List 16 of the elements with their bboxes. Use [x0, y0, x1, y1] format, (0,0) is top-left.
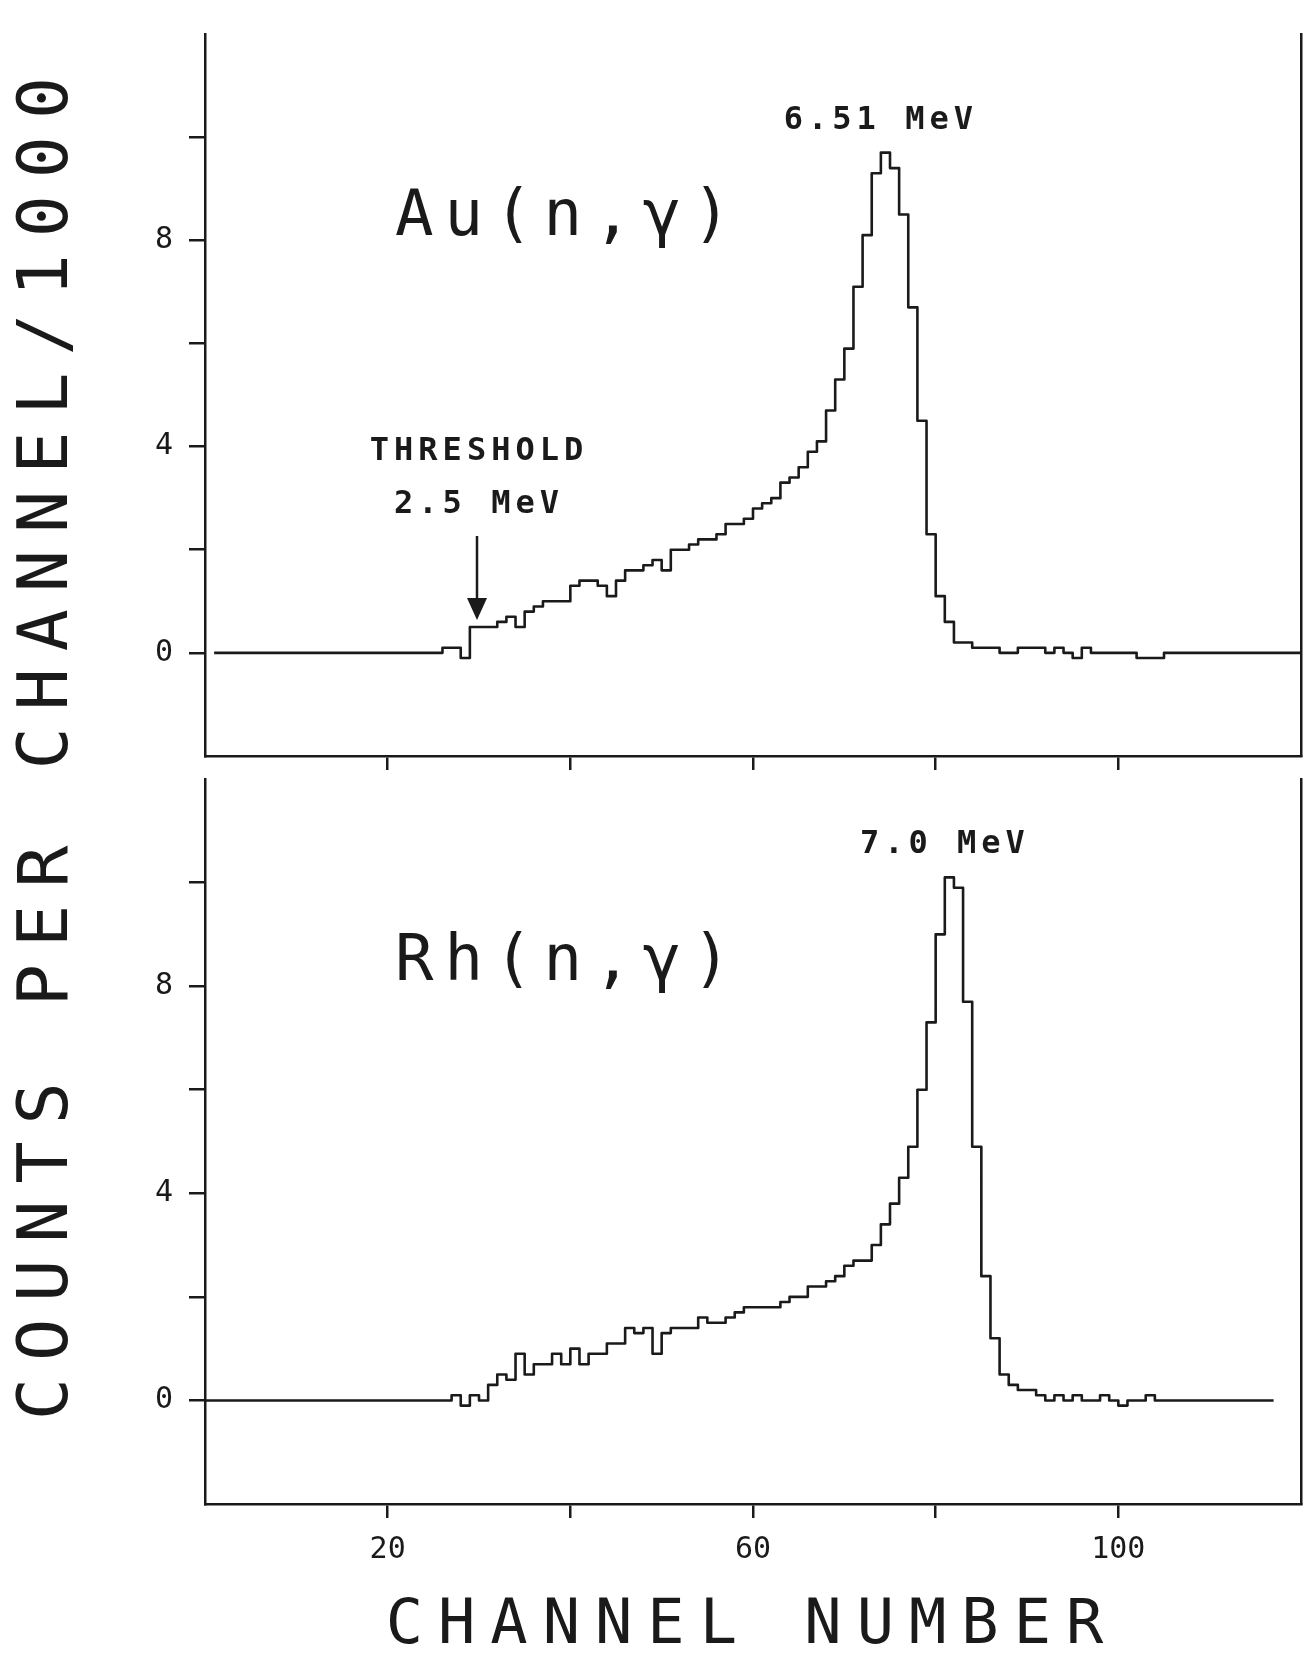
annotation: THRESHOLD 2.5 MeV	[369, 430, 589, 521]
x-tick-label: 100	[1091, 1529, 1146, 1565]
y-tick-label: 8	[154, 965, 173, 1001]
y-tick-label: 8	[154, 220, 173, 256]
x-axis-title: CHANNEL NUMBER	[385, 1584, 1119, 1658]
y-tick-label: 4	[154, 426, 173, 462]
text: Rh(n,γ)	[395, 920, 742, 995]
y-axis-title: COUNTS PER CHANNEL/1000	[2, 59, 84, 1421]
x-tick-label: 60	[734, 1529, 772, 1565]
y-tick-label: 4	[154, 1173, 173, 1209]
y-tick-label: 0	[154, 632, 173, 668]
text: Au(n,γ)	[395, 175, 742, 250]
annotation: 7.0 MeV	[859, 823, 1030, 862]
y-tick-label: 0	[154, 1380, 173, 1416]
x-tick-label: 20	[369, 1529, 406, 1565]
annotation: 6.51 MeV	[783, 98, 978, 137]
